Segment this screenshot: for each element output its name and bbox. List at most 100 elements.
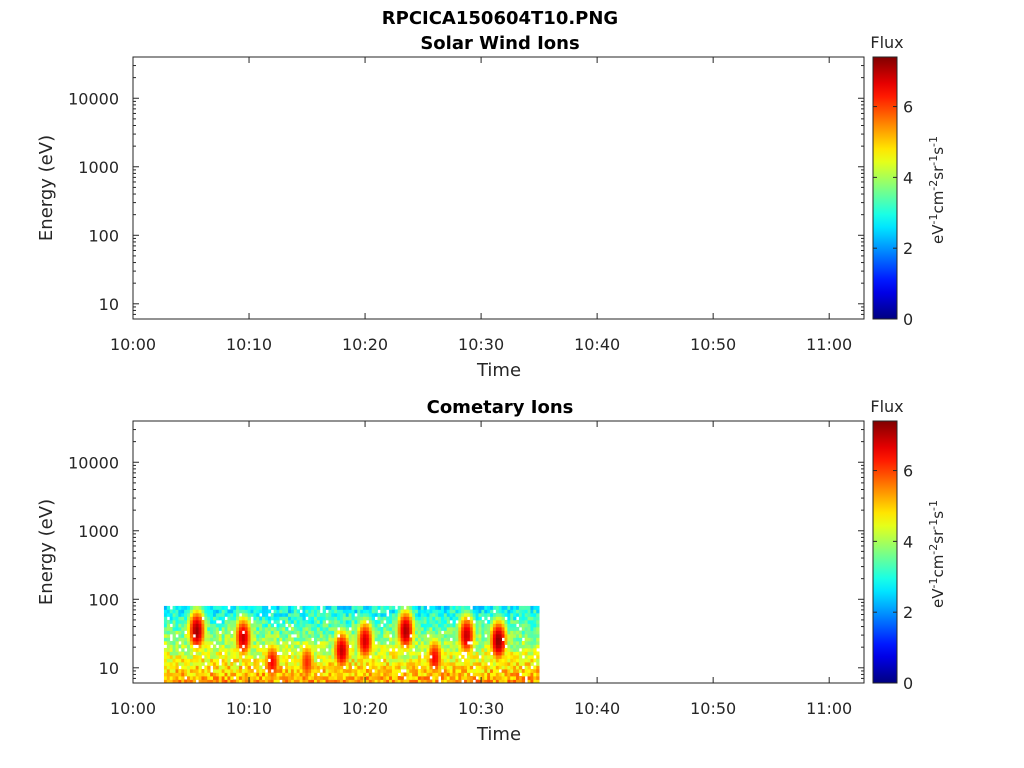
heatmap-cell [429,612,433,617]
heatmap-cell [363,665,367,670]
heatmap-cell [337,661,341,666]
heatmap-cell [273,616,277,621]
heatmap-cell [322,605,326,610]
heatmap-cell [438,644,442,649]
heatmap-cell [429,672,433,677]
heatmap-cell [233,679,237,684]
heatmap-cell [455,647,459,652]
heatmap-cell [178,644,182,649]
heatmap-cell [218,654,223,659]
heatmap-cell [357,665,361,670]
heatmap-cell [426,644,430,649]
heatmap-cell [377,654,381,659]
heatmap-cell [426,668,430,673]
heatmap-cell [371,654,376,659]
heatmap-cell [342,668,347,673]
heatmap-cell [374,679,378,684]
heatmap-cell [345,661,350,666]
heatmap-cell [244,633,249,638]
heatmap-cell [218,640,223,645]
heatmap-cell [516,644,520,649]
heatmap-cell [440,609,445,614]
heatmap-cell [530,605,534,610]
heatmap-cell [325,630,329,635]
heatmap-cell [236,626,240,631]
heatmap-cell [282,658,286,663]
heatmap-cell [227,668,231,673]
heatmap-cell [475,654,479,659]
heatmap-cell [163,651,168,656]
heatmap-cell [230,651,234,656]
heatmap-cell [403,630,407,635]
heatmap-cell [204,647,208,652]
heatmap-cell [406,609,410,614]
heatmap-cell [490,637,494,642]
heatmap-cell [339,672,344,677]
heatmap-cell [264,675,269,680]
heatmap-cell [331,647,335,652]
heatmap-cell [264,619,269,624]
heatmap-cell [169,661,173,666]
heatmap-cell [481,640,485,645]
heatmap-cell [215,630,220,635]
heatmap-cell [270,605,275,610]
heatmap-cell [195,630,199,635]
heatmap-cell [386,616,390,621]
heatmap-cell [314,675,318,680]
heatmap-cell [435,612,439,617]
heatmap-cell [371,661,376,666]
heatmap-cell [487,623,491,628]
heatmap-cell [253,658,257,663]
heatmap-cell [504,665,508,670]
heatmap-cell [440,605,445,610]
heatmap-cell [435,640,439,645]
heatmap-cell [415,609,419,614]
heatmap-cell [360,668,364,673]
heatmap-cell [524,647,528,652]
heatmap-cell [536,679,540,684]
heatmap-cell [518,675,523,680]
heatmap-cell [475,623,479,628]
heatmap-cell [461,654,465,659]
heatmap-cell [420,637,425,642]
heatmap-cell [360,665,364,670]
heatmap-cell [308,623,312,628]
heatmap-cell [371,644,376,649]
heatmap-cell [334,651,338,656]
heatmap-cell [429,637,433,642]
heatmap-cell [285,668,289,673]
heatmap-cell [175,609,179,614]
heatmap-cell [397,644,401,649]
heatmap-cell [426,672,430,677]
heatmap-cell [299,668,303,673]
heatmap-cell [288,665,292,670]
heatmap-cell [521,651,526,656]
heatmap-cell [328,633,332,638]
heatmap-cell [322,630,326,635]
heatmap-cell [207,644,211,649]
heatmap-cell [420,623,425,628]
heatmap-cell [195,626,199,631]
heatmap-cell [253,637,257,642]
heatmap-cell [253,619,257,624]
heatmap-cell [406,668,410,673]
heatmap-cell [282,605,286,610]
heatmap-cell [469,651,474,656]
heatmap-cell [166,623,171,628]
heatmap-cell [400,605,404,610]
heatmap-cell [302,640,306,645]
heatmap-cell [426,609,430,614]
heatmap-cell [319,637,324,642]
heatmap-cell [501,644,505,649]
heatmap-cell [247,651,251,656]
heatmap-cell [256,619,260,624]
heatmap-cell [455,668,459,673]
heatmap-cell [227,612,231,617]
heatmap-cell [181,637,185,642]
heatmap-cell [504,623,508,628]
heatmap-cell [455,675,459,680]
heatmap-cell [420,626,425,631]
heatmap-cell [455,644,459,649]
heatmap-cell [198,609,202,614]
heatmap-cell [241,609,246,614]
